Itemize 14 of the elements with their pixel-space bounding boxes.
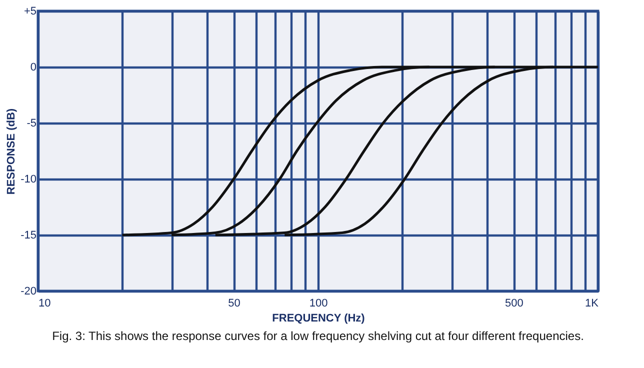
x-tick-label: 10 [38, 298, 51, 310]
y-tick-label: -20 [20, 286, 36, 298]
caption: Fig. 3: This shows the response curves for a low frequency shelving cut at four different frequencies. [52, 329, 584, 343]
y-axis-title: RESPONSE (dB) [6, 108, 18, 195]
y-tick-label: -10 [20, 174, 36, 186]
x-tick-label: 1K [585, 298, 600, 310]
y-tick-label: -5 [26, 118, 36, 130]
y-tick-label: 0 [30, 62, 36, 74]
x-tick-label: 100 [309, 298, 328, 310]
y-tick-label: +5 [24, 6, 36, 18]
y-tick-label: -15 [20, 230, 36, 242]
x-tick-label: 50 [228, 298, 240, 310]
x-axis-title: FREQUENCY (Hz) [272, 312, 366, 324]
x-tick-label: 500 [505, 298, 524, 310]
